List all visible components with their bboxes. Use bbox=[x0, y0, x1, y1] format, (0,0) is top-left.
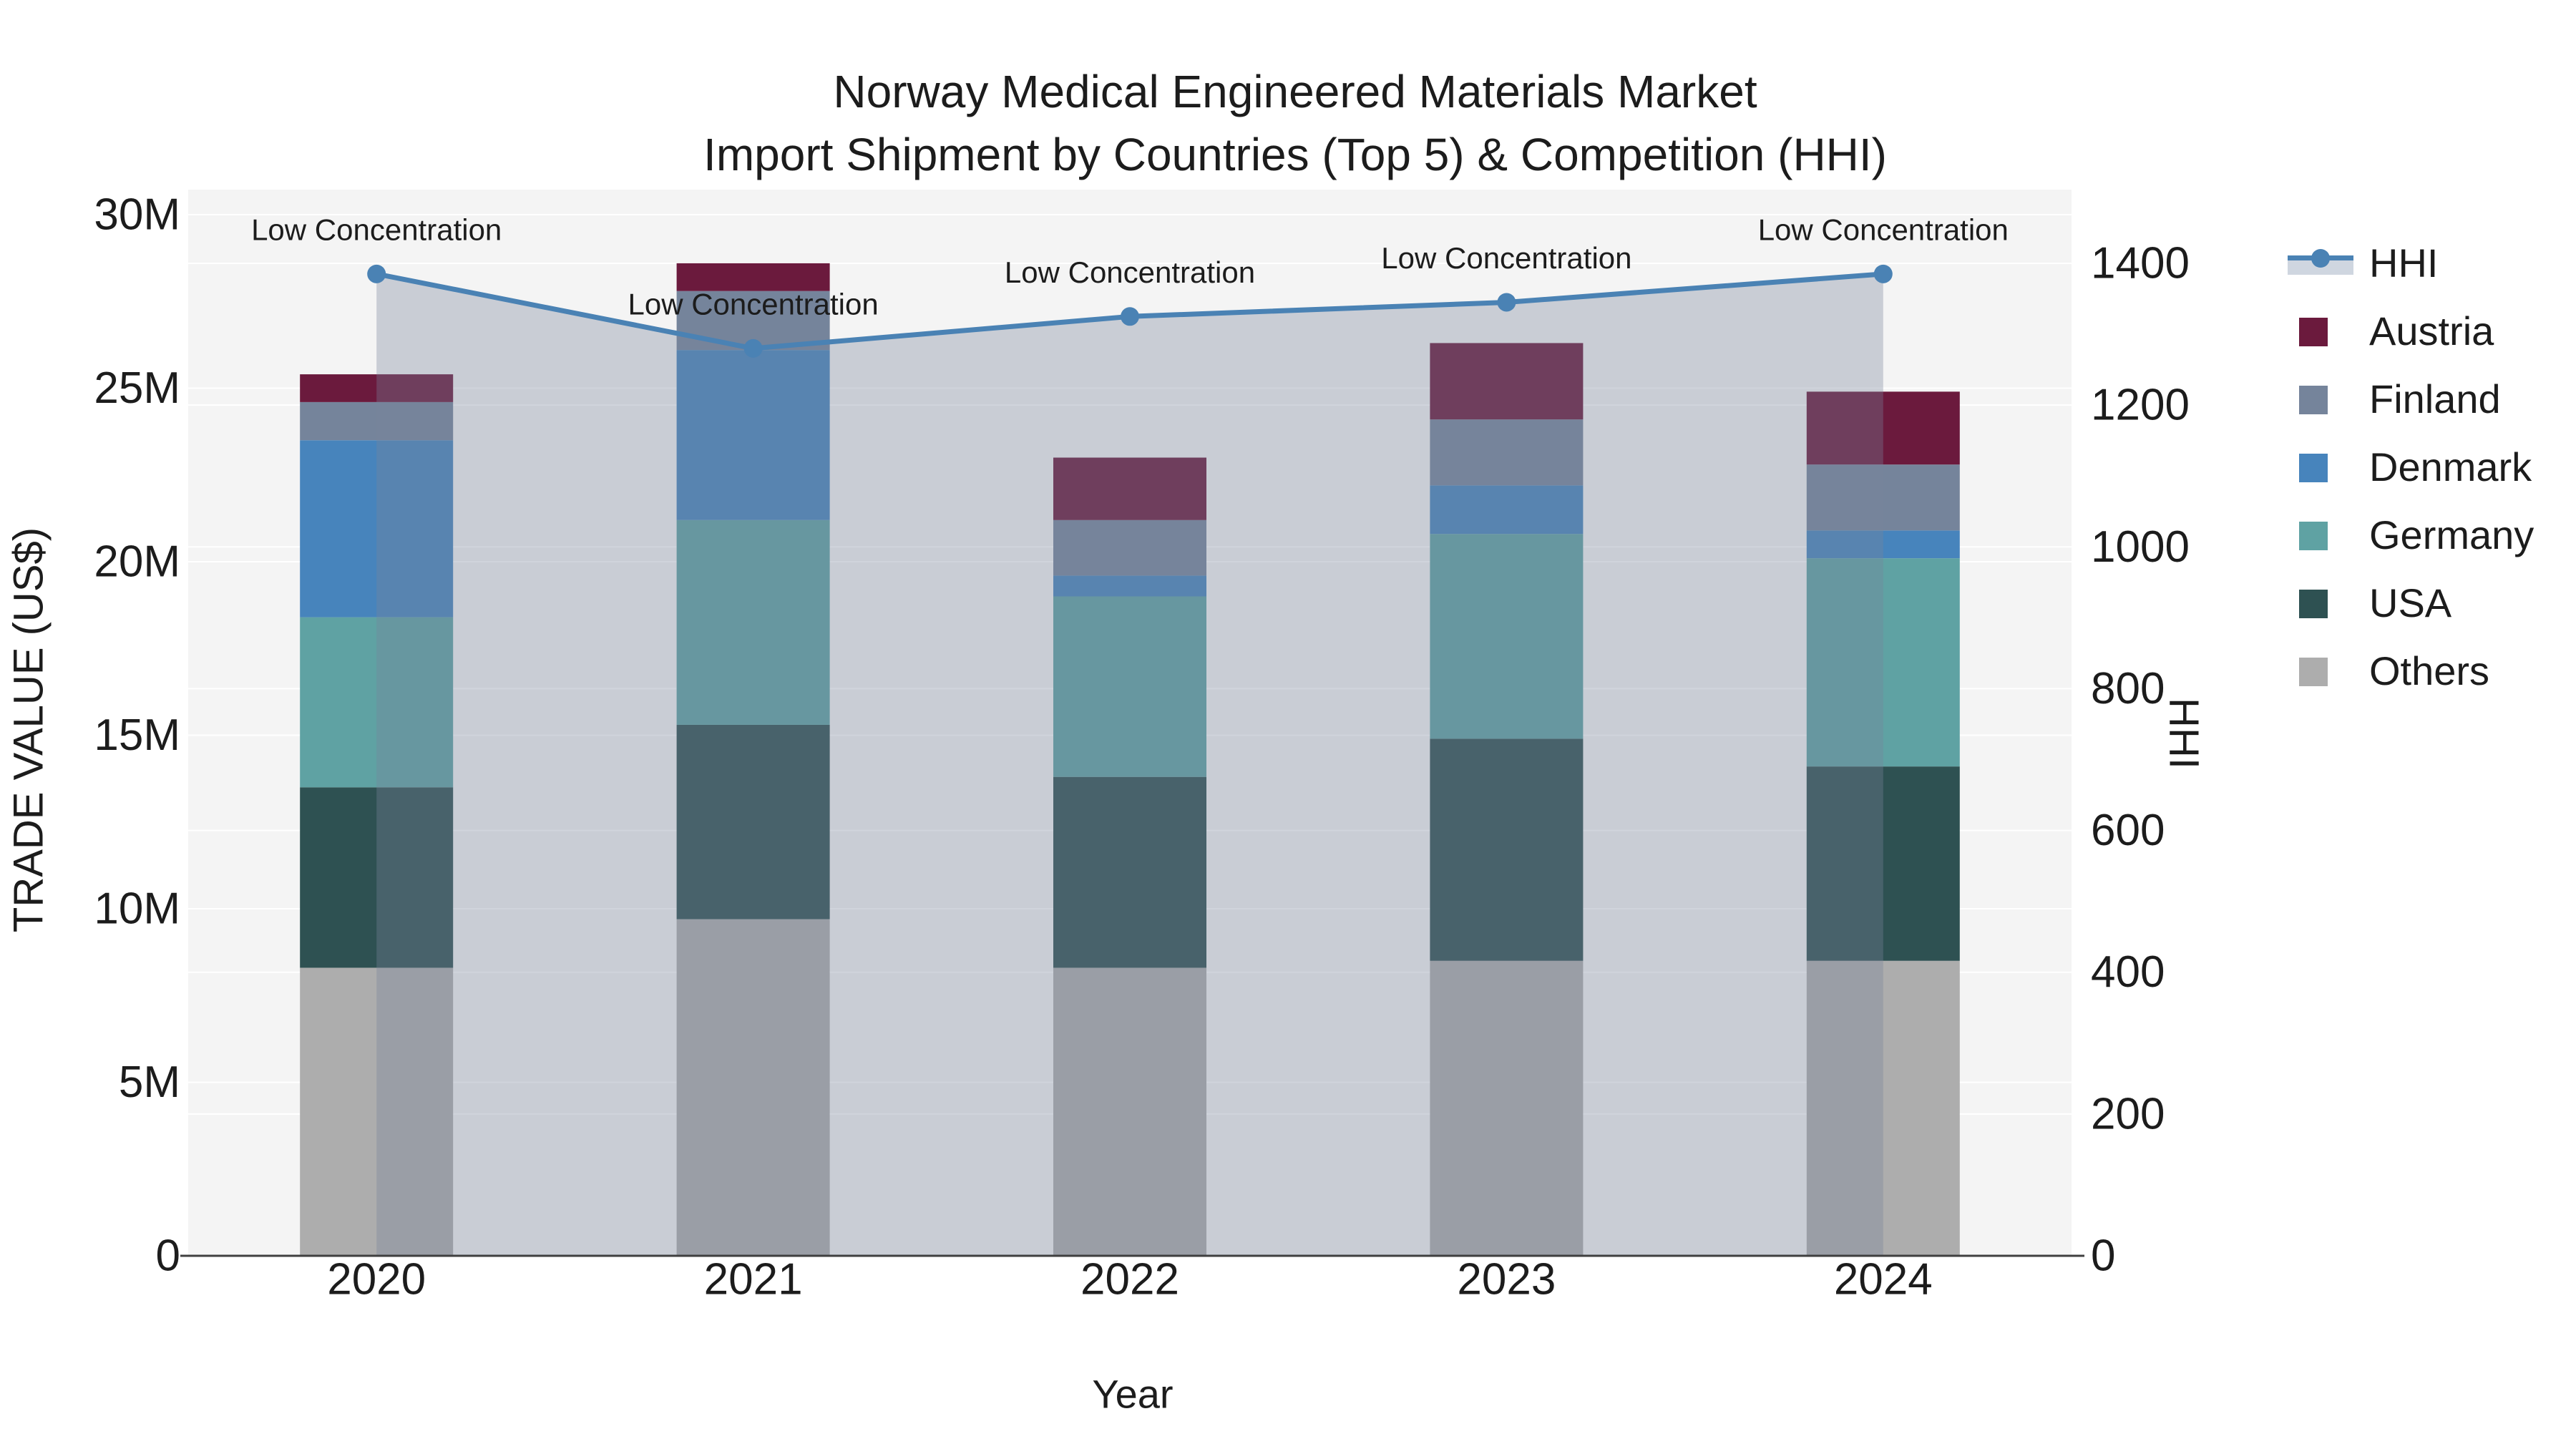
bar-segment-austria-2022 bbox=[1053, 457, 1206, 520]
legend-swatch-icon bbox=[2288, 452, 2353, 483]
bar-segment-usa-2021 bbox=[676, 724, 830, 919]
bar-segment-denmark-2024 bbox=[1806, 530, 1960, 559]
bar-segment-others-2023 bbox=[1430, 960, 1584, 1256]
y-tick-label-right: 1200 bbox=[2091, 381, 2190, 430]
y-tick-label-right: 200 bbox=[2091, 1089, 2165, 1138]
legend-item-austria[interactable]: Austria bbox=[2288, 297, 2534, 365]
bar-segment-germany-2023 bbox=[1430, 534, 1584, 739]
y-tick-label-left: 25M bbox=[94, 364, 180, 413]
hhi-marker-2022 bbox=[1121, 307, 1139, 326]
bar-segment-austria-2024 bbox=[1806, 391, 1960, 465]
hhi-marker-2023 bbox=[1497, 293, 1516, 312]
chart-title-line2: Import Shipment by Countries (Top 5) & C… bbox=[703, 129, 1887, 180]
y-tick-label-right: 0 bbox=[2091, 1231, 2115, 1281]
y-tick-label-left: 5M bbox=[119, 1058, 180, 1107]
annotation-low-concentration: Low Concentration bbox=[1758, 213, 2009, 246]
hhi-marker-2020 bbox=[367, 264, 386, 283]
legend-item-others[interactable]: Others bbox=[2288, 637, 2534, 705]
bar-segment-germany-2021 bbox=[676, 519, 830, 725]
bar-segment-finland-2022 bbox=[1053, 519, 1206, 576]
legend-swatch-icon bbox=[2288, 519, 2353, 551]
bar-segment-finland-2020 bbox=[300, 401, 454, 441]
legend-label: Finland bbox=[2369, 376, 2501, 421]
legend: HHI Austria Finland Denmark Germany USA Others bbox=[2288, 229, 2534, 705]
bar-segment-others-2022 bbox=[1053, 967, 1206, 1256]
bar-segment-germany-2024 bbox=[1806, 558, 1960, 767]
y-tick-label-right: 600 bbox=[2091, 806, 2165, 855]
chart-title: Norway Medical Engineered Materials Mark… bbox=[7, 60, 2576, 186]
legend-swatch-icon bbox=[2288, 587, 2353, 619]
hhi-line-legend-icon bbox=[2288, 248, 2353, 279]
legend-item-denmark[interactable]: Denmark bbox=[2288, 433, 2534, 501]
legend-label: Austria bbox=[2369, 308, 2494, 353]
legend-item-usa[interactable]: USA bbox=[2288, 569, 2534, 637]
annotation-low-concentration: Low Concentration bbox=[1381, 241, 1631, 275]
y-tick-label-right: 800 bbox=[2091, 664, 2165, 713]
bar-segment-finland-2024 bbox=[1806, 464, 1960, 531]
bar-segment-others-2020 bbox=[300, 967, 454, 1256]
bar-segment-germany-2022 bbox=[1053, 596, 1206, 777]
bar-segment-denmark-2022 bbox=[1053, 575, 1206, 597]
legend-swatch-icon bbox=[2288, 655, 2353, 687]
bar-segment-others-2021 bbox=[676, 919, 830, 1256]
legend-label: USA bbox=[2369, 580, 2452, 625]
annotation-low-concentration: Low Concentration bbox=[251, 213, 502, 246]
x-tick-label: 2024 bbox=[1834, 1255, 1933, 1304]
x-axis-title: Year bbox=[1092, 1371, 1174, 1417]
y-tick-label-left: 30M bbox=[94, 190, 180, 240]
legend-swatch-icon bbox=[2288, 316, 2353, 347]
x-tick-label: 2021 bbox=[704, 1255, 803, 1304]
hhi-marker-2024 bbox=[1873, 264, 1893, 283]
legend-item-hhi[interactable]: HHI bbox=[2288, 229, 2534, 297]
y-tick-label-left: 15M bbox=[94, 711, 180, 760]
annotation-low-concentration: Low Concentration bbox=[628, 287, 878, 321]
x-tick-label: 2023 bbox=[1457, 1255, 1556, 1304]
bar-segment-germany-2020 bbox=[300, 617, 454, 788]
y-axis-title-right: HHI bbox=[2160, 698, 2207, 769]
legend-label: Denmark bbox=[2369, 444, 2532, 489]
hhi-area-fill bbox=[376, 273, 1883, 1256]
y-tick-label-right: 400 bbox=[2091, 947, 2165, 997]
bar-segment-austria-2020 bbox=[300, 374, 454, 402]
annotation-low-concentration: Low Concentration bbox=[1005, 255, 1255, 289]
bar-segment-usa-2020 bbox=[300, 787, 454, 968]
y-tick-label-right: 1400 bbox=[2091, 239, 2190, 288]
bar-segment-austria-2023 bbox=[1430, 343, 1584, 420]
bar-segment-usa-2024 bbox=[1806, 766, 1960, 961]
x-tick-label: 2020 bbox=[327, 1255, 426, 1304]
bar-segment-austria-2021 bbox=[676, 263, 830, 291]
legend-label: HHI bbox=[2369, 240, 2439, 286]
bar-segment-denmark-2020 bbox=[300, 440, 454, 618]
legend-label: Germany bbox=[2369, 512, 2534, 557]
y-tick-label-left: 0 bbox=[156, 1231, 180, 1281]
x-tick-label: 2022 bbox=[1080, 1255, 1179, 1304]
legend-label: Others bbox=[2369, 648, 2490, 693]
chart-title-line1: Norway Medical Engineered Materials Mark… bbox=[833, 66, 1757, 117]
bar-segment-denmark-2021 bbox=[676, 350, 830, 520]
y-tick-label-right: 1000 bbox=[2091, 522, 2190, 572]
y-tick-label-left: 10M bbox=[94, 884, 180, 934]
bar-segment-denmark-2023 bbox=[1430, 485, 1584, 535]
y-tick-label-left: 20M bbox=[94, 537, 180, 587]
hhi-marker-2021 bbox=[743, 338, 763, 358]
y-axis-title-left: TRADE VALUE (US$) bbox=[5, 527, 52, 933]
legend-item-germany[interactable]: Germany bbox=[2288, 501, 2534, 569]
legend-swatch-icon bbox=[2288, 384, 2353, 415]
bar-segment-others-2024 bbox=[1806, 960, 1960, 1256]
legend-item-finland[interactable]: Finland bbox=[2288, 365, 2534, 433]
bar-segment-usa-2023 bbox=[1430, 738, 1584, 961]
bar-segment-finland-2023 bbox=[1430, 419, 1584, 486]
bar-segment-usa-2022 bbox=[1053, 776, 1206, 968]
